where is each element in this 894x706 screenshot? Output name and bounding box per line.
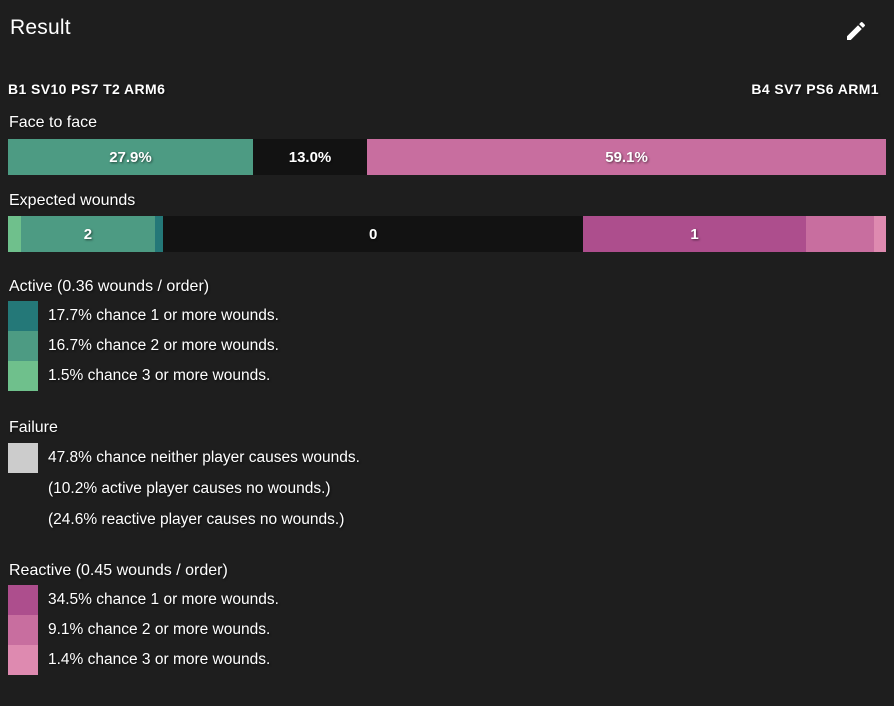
failure-section-title: Failure [9,419,58,436]
header: Result [0,0,894,43]
ftf-segment-tie: 13.0% [252,139,368,175]
legend-text: 16.7% chance 2 or more wounds. [48,337,279,354]
failure-legend: 47.8% chance neither player causes wound… [8,442,886,535]
legend-swatch-empty [8,474,38,504]
ew-segment-active-2: 2 [21,216,155,252]
ew-segment-reactive-2 [806,216,874,252]
list-item: 34.5% chance 1 or more wounds. [8,585,886,615]
legend-swatch-active-1 [8,301,38,331]
list-item: 1.5% chance 3 or more wounds. [8,361,886,391]
list-item: (10.2% active player causes no wounds.) [8,473,886,504]
legend-swatch-reactive-3 [8,645,38,675]
legend-swatch-reactive-1 [8,585,38,615]
legend-swatch-reactive-2 [8,615,38,645]
edit-button[interactable] [844,19,868,43]
list-item: 9.1% chance 2 or more wounds. [8,615,886,645]
expected-wounds-bar: 2 0 1 [8,216,886,252]
ftf-segment-reactive-wins: 59.1% [367,139,886,175]
active-legend: 17.7% chance 1 or more wounds. 16.7% cha… [8,301,886,391]
face-to-face-label: Face to face [9,114,98,131]
pencil-icon [844,21,868,46]
list-item: 47.8% chance neither player causes wound… [8,442,886,473]
legend-text: (10.2% active player causes no wounds.) [48,479,331,497]
active-profile-stats: B1 SV10 PS7 T2 ARM6 [8,81,166,97]
active-section-title: Active (0.36 wounds / order) [9,278,210,295]
reactive-profile-stats: B4 SV7 PS6 ARM1 [751,81,879,97]
legend-swatch-active-2 [8,331,38,361]
legend-text: 9.1% chance 2 or more wounds. [48,621,271,638]
legend-text: 1.4% chance 3 or more wounds. [48,651,271,668]
ew-segment-reactive-1: 1 [583,216,807,252]
reactive-legend: 34.5% chance 1 or more wounds. 9.1% chan… [8,585,886,675]
profiles-row: B1 SV10 PS7 T2 ARM6 B4 SV7 PS6 ARM1 [0,81,894,97]
ew-segment-reactive-3 [873,216,886,252]
legend-text: (24.6% reactive player causes no wounds.… [48,510,345,528]
list-item: 17.7% chance 1 or more wounds. [8,301,886,331]
reactive-section-title: Reactive (0.45 wounds / order) [9,562,228,579]
page-title: Result [10,16,71,39]
legend-text: 47.8% chance neither player causes wound… [48,448,360,466]
ew-segment-active-1 [154,216,164,252]
ew-segment-none: 0 [163,216,584,252]
list-item: 16.7% chance 2 or more wounds. [8,331,886,361]
list-item: (24.6% reactive player causes no wounds.… [8,504,886,535]
list-item: 1.4% chance 3 or more wounds. [8,645,886,675]
legend-swatch-failure [8,442,38,473]
face-to-face-bar: 27.9% 13.0% 59.1% [8,139,886,175]
legend-swatch-empty [8,505,38,535]
legend-text: 34.5% chance 1 or more wounds. [48,591,279,608]
legend-text: 1.5% chance 3 or more wounds. [48,367,271,384]
ftf-segment-active-wins: 27.9% [8,139,253,175]
expected-wounds-label: Expected wounds [9,192,136,209]
ew-segment-active-3 [8,216,22,252]
legend-swatch-active-3 [8,361,38,391]
legend-text: 17.7% chance 1 or more wounds. [48,307,279,324]
